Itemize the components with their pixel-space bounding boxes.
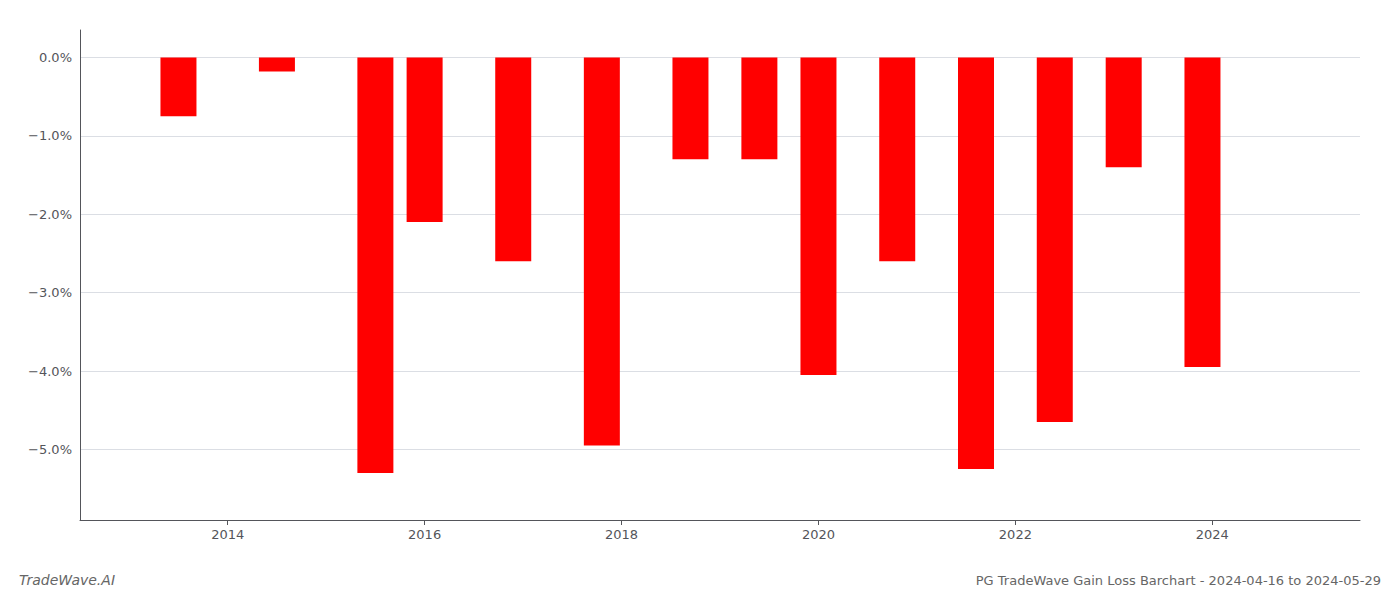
svg-text:0.0%: 0.0% [39,50,72,65]
svg-text:−3.0%: −3.0% [28,285,72,300]
svg-text:2018: 2018 [605,527,638,542]
svg-text:−2.0%: −2.0% [28,207,72,222]
svg-text:2020: 2020 [802,527,835,542]
svg-text:2024: 2024 [1196,527,1229,542]
svg-text:PG TradeWave Gain Loss Barchar: PG TradeWave Gain Loss Barchart - 2024-0… [976,573,1381,588]
svg-text:−4.0%: −4.0% [28,364,72,379]
svg-text:−5.0%: −5.0% [28,442,72,457]
svg-text:TradeWave.AI: TradeWave.AI [19,572,115,588]
svg-text:−1.0%: −1.0% [28,128,72,143]
svg-text:2014: 2014 [211,527,244,542]
svg-text:2022: 2022 [999,527,1032,542]
svg-text:2016: 2016 [408,527,441,542]
